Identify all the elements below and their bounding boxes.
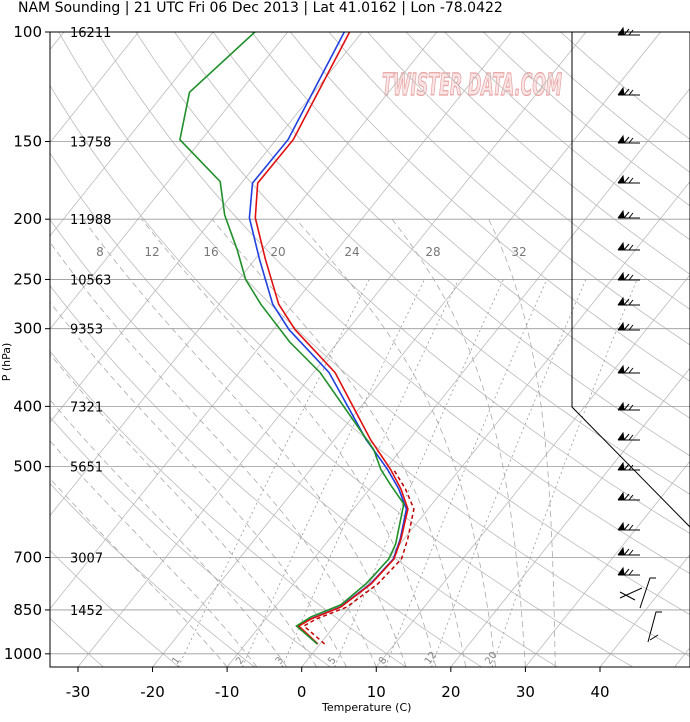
y-tick-label: 150	[13, 132, 42, 150]
isotherm	[153, 32, 661, 667]
moist-adiabat	[489, 219, 556, 667]
upper-scale-label: 28	[425, 245, 440, 259]
upper-scale-label: 20	[270, 245, 285, 259]
y-tick-label: 850	[13, 601, 42, 619]
x-tick-label: 0	[297, 683, 307, 701]
height-label: 16211	[70, 26, 111, 41]
height-label: 9353	[70, 323, 103, 338]
mixing-ratio-line	[432, 279, 586, 667]
x-tick-label: 20	[441, 683, 460, 701]
chart-title: NAM Sounding | 21 UTC Fri 06 Dec 2013 | …	[18, 0, 503, 16]
isotherm	[0, 32, 213, 667]
watermark: TWISTER DATA.COM	[382, 68, 562, 103]
mixing-ratio-line	[282, 279, 458, 667]
x-tick-label: -30	[66, 683, 91, 701]
dry-adiabat	[0, 32, 557, 667]
height-label: 1452	[70, 604, 103, 619]
x-tick-label: 40	[590, 683, 609, 701]
x-tick-label: 30	[516, 683, 535, 701]
y-tick-label: 1000	[4, 645, 42, 663]
profile-line	[180, 32, 404, 644]
height-label: 5651	[70, 461, 103, 476]
wind-barb-pennant	[618, 136, 633, 143]
x-tick-label: -20	[140, 683, 165, 701]
isotherm	[0, 32, 437, 667]
mixing-ratio-label: 2	[234, 655, 247, 667]
wind-barb-pennant	[618, 568, 633, 575]
moist-adiabat	[142, 219, 436, 667]
mixing-ratio-line	[492, 279, 637, 667]
dry-adiabat	[522, 32, 690, 667]
upper-scale-label: 24	[344, 245, 359, 259]
dry-adiabat	[368, 32, 690, 667]
y-tick-label: 400	[13, 397, 42, 415]
profile-line	[249, 32, 406, 644]
height-label: 3007	[70, 552, 103, 567]
isotherm	[600, 32, 690, 667]
isotherm	[0, 32, 139, 667]
dry-adiabat	[0, 32, 179, 667]
dry-adiabat	[561, 32, 690, 667]
height-label: 10563	[70, 273, 111, 288]
y-axis-label: P (hPa)	[0, 343, 13, 382]
height-label: 7321	[70, 400, 103, 415]
upper-scale-label: 32	[511, 245, 526, 259]
y-tick-label: 300	[13, 320, 42, 338]
upper-scale-label: 12	[144, 245, 159, 259]
dry-adiabat	[0, 32, 482, 667]
wind-barb-pennant	[618, 433, 633, 440]
dry-adiabat	[59, 32, 690, 667]
x-tick-label: -10	[215, 683, 240, 701]
plot-frame	[50, 32, 690, 667]
moist-adiabat	[296, 219, 496, 667]
dry-adiabat	[97, 32, 690, 667]
y-tick-label: 250	[13, 270, 42, 288]
wind-barb-pennant	[618, 211, 633, 218]
isotherm	[0, 32, 288, 667]
wind-barb-pennant	[618, 243, 633, 250]
wind-barb-pennant	[618, 523, 633, 530]
profile-line	[255, 32, 408, 644]
mixing-ratio-label: 1	[170, 655, 183, 667]
wind-barb-pennant	[618, 273, 633, 280]
isotherm	[3, 32, 511, 667]
moist-adiabat	[0, 219, 287, 667]
y-tick-label: 500	[13, 458, 42, 476]
upper-scale-label: 16	[203, 245, 218, 259]
dry-adiabat	[0, 32, 633, 667]
y-tick-label: 700	[13, 549, 42, 567]
background-lines	[0, 32, 690, 667]
wind-barb-pennant	[618, 366, 633, 373]
height-label: 13758	[70, 135, 111, 150]
dry-adiabat	[0, 32, 255, 667]
x-tick-label: 10	[367, 683, 386, 701]
isotherm	[451, 32, 690, 667]
y-tick-label: 200	[13, 210, 42, 228]
wind-barb-pennant	[618, 88, 633, 95]
x-axis-label: Temperature (C)	[321, 701, 411, 714]
dry-adiabat	[252, 32, 690, 667]
upper-scale-label: 8	[96, 245, 104, 259]
dry-adiabat	[406, 32, 690, 667]
mixing-ratio-label: 8	[377, 655, 390, 667]
height-label: 11988	[70, 213, 111, 228]
dry-adiabat	[175, 32, 690, 667]
wind-barb-pennant	[618, 176, 633, 183]
y-tick-label: 100	[13, 23, 42, 41]
